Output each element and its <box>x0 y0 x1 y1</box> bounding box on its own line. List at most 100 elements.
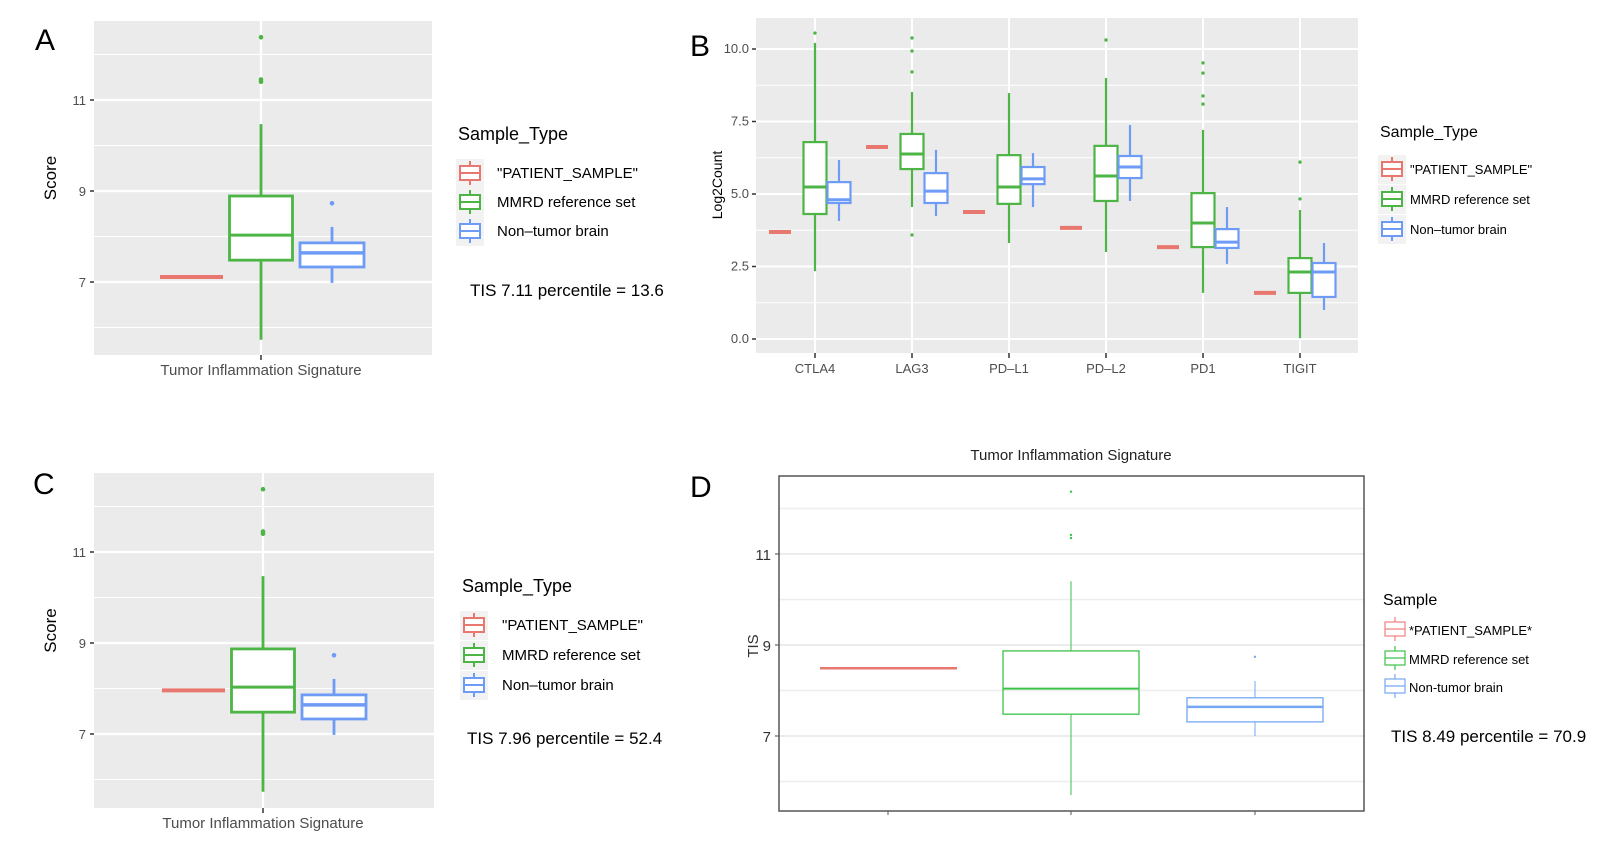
y-tick-label: 0.0 <box>731 331 749 346</box>
box-iqr <box>298 241 366 269</box>
non-tumor-brain-box <box>1214 207 1240 264</box>
legend-title: Sample_Type <box>462 576 572 597</box>
mmrd-reference-box <box>228 34 294 340</box>
chart-title: Tumor Inflammation Signature <box>970 447 1171 464</box>
box-iqr <box>1287 256 1313 294</box>
box-iqr <box>923 172 949 205</box>
non-tumor-brain-box <box>1020 153 1046 208</box>
tis-percentile-annotation: TIS 7.11 percentile = 13.6 <box>470 281 664 300</box>
tis-percentile-annotation: TIS 8.49 percentile = 70.9 <box>1391 727 1586 746</box>
x-tick-label: CTLA4 <box>795 361 835 376</box>
tis-percentile-annotation: TIS 7.96 percentile = 52.4 <box>467 729 662 748</box>
outlier-point <box>910 70 914 74</box>
panel-c-chart: 7 9 11 Tumor Inflammation Signature Score Sam… <box>41 473 662 832</box>
outlier-point <box>258 77 264 82</box>
box-iqr <box>996 154 1022 205</box>
legend-key-non-tumor <box>456 217 484 246</box>
panel-letter-c: C <box>33 468 55 501</box>
outlier-point <box>260 529 266 534</box>
x-tick-label: PD–L2 <box>1086 361 1126 376</box>
legend-title: Sample_Type <box>1380 124 1478 141</box>
box-iqr <box>1020 165 1046 186</box>
box-iqr <box>1190 192 1216 249</box>
legend-label: Non-tumor brain <box>1409 680 1503 695</box>
outlier-point <box>1069 536 1073 540</box>
mmrd-reference-box <box>230 486 296 792</box>
mmrd-reference-box <box>1190 61 1216 293</box>
y-tick-label: 10.0 <box>724 41 749 56</box>
legend-key-mmrd <box>1384 646 1406 670</box>
box-iqr <box>230 647 296 714</box>
legend-label: MMRD reference set <box>502 647 641 664</box>
legend-title: Sample <box>1383 592 1437 609</box>
outlier-point <box>329 200 335 206</box>
legend-key-mmrd <box>460 641 488 670</box>
legend-key-non-tumor <box>1378 215 1406 244</box>
y-axis-title: Log2Count <box>709 151 725 220</box>
legend-key-patient <box>1384 617 1406 641</box>
box-iqr <box>1002 650 1140 715</box>
outlier-point <box>813 31 817 35</box>
legend-label: MMRD reference set <box>497 194 636 211</box>
y-tick-label: 5.0 <box>731 186 749 201</box>
outlier-point <box>910 36 914 40</box>
x-tick-label: LAG3 <box>895 361 928 376</box>
mmrd-reference-box <box>1093 38 1119 252</box>
y-tick-label: 7 <box>79 275 86 290</box>
y-axis-title: Score <box>41 156 60 200</box>
box-iqr <box>228 194 294 262</box>
outlier-point <box>1069 533 1073 537</box>
panel-letter-d: D <box>690 471 712 504</box>
outlier-point <box>910 49 914 53</box>
y-tick-label: 7 <box>79 727 86 742</box>
x-tick-label: TIGIT <box>1283 361 1316 376</box>
legend-label: Non–tumor brain <box>497 223 609 240</box>
outlier-point <box>1298 197 1302 201</box>
x-tick-label: Tumor Inflammation Signature <box>160 362 361 379</box>
y-tick-label: 11 <box>755 547 771 564</box>
legend-key-mmrd <box>456 188 484 217</box>
panel-letter-a: A <box>35 24 55 57</box>
outlier-point <box>1069 490 1073 493</box>
y-tick-label: 9 <box>79 184 86 199</box>
outlier-point <box>1253 655 1257 659</box>
outlier-point <box>1201 94 1205 98</box>
non-tumor-brain-box <box>826 160 852 221</box>
y-tick-label: 11 <box>73 545 87 560</box>
legend-label: Non–tumor brain <box>502 677 614 694</box>
legend-label: MMRD reference set <box>1409 652 1529 667</box>
outlier-point <box>1201 102 1205 106</box>
legend-key-patient <box>456 159 484 188</box>
outlier-point <box>1298 160 1302 164</box>
x-tick-label: PD1 <box>1190 361 1215 376</box>
non-tumor-brain-box <box>298 200 366 283</box>
outlier-point <box>260 486 266 492</box>
box-iqr <box>300 693 368 721</box>
non-tumor-brain-box <box>1311 243 1337 310</box>
outlier-point <box>1201 61 1205 65</box>
mmrd-reference-box <box>802 31 828 272</box>
legend-label: MMRD reference set <box>1410 192 1530 207</box>
plot-panel <box>756 18 1358 353</box>
box-iqr <box>1214 227 1240 250</box>
panel-d-chart: Tumor Inflammation Signature 7 9 11 TIS Sampl… <box>745 447 1586 815</box>
non-tumor-brain-box <box>300 652 368 735</box>
outlier-point <box>1104 38 1108 42</box>
y-tick-label: 7.5 <box>731 114 749 129</box>
legend-label: "PATIENT_SAMPLE" <box>497 165 638 182</box>
legend-label: "PATIENT_SAMPLE" <box>502 617 643 634</box>
non-tumor-brain-box <box>1186 655 1324 736</box>
box-iqr <box>1093 144 1119 203</box>
outlier-point <box>1201 71 1205 75</box>
x-tick-label: Tumor Inflammation Signature <box>162 815 363 832</box>
outlier-point <box>331 652 337 658</box>
legend-label: "PATIENT_SAMPLE" <box>1410 162 1533 177</box>
legend-key-patient <box>460 611 488 640</box>
panel-a-chart: 7 9 11 Tumor Inflammation Signature Score Sam… <box>41 21 664 379</box>
legend-title: Sample_Type <box>458 124 568 145</box>
legend-key-mmrd <box>1378 185 1406 214</box>
plot-panel <box>94 21 432 355</box>
legend-key-patient <box>1378 155 1406 184</box>
non-tumor-brain-box <box>923 149 949 217</box>
